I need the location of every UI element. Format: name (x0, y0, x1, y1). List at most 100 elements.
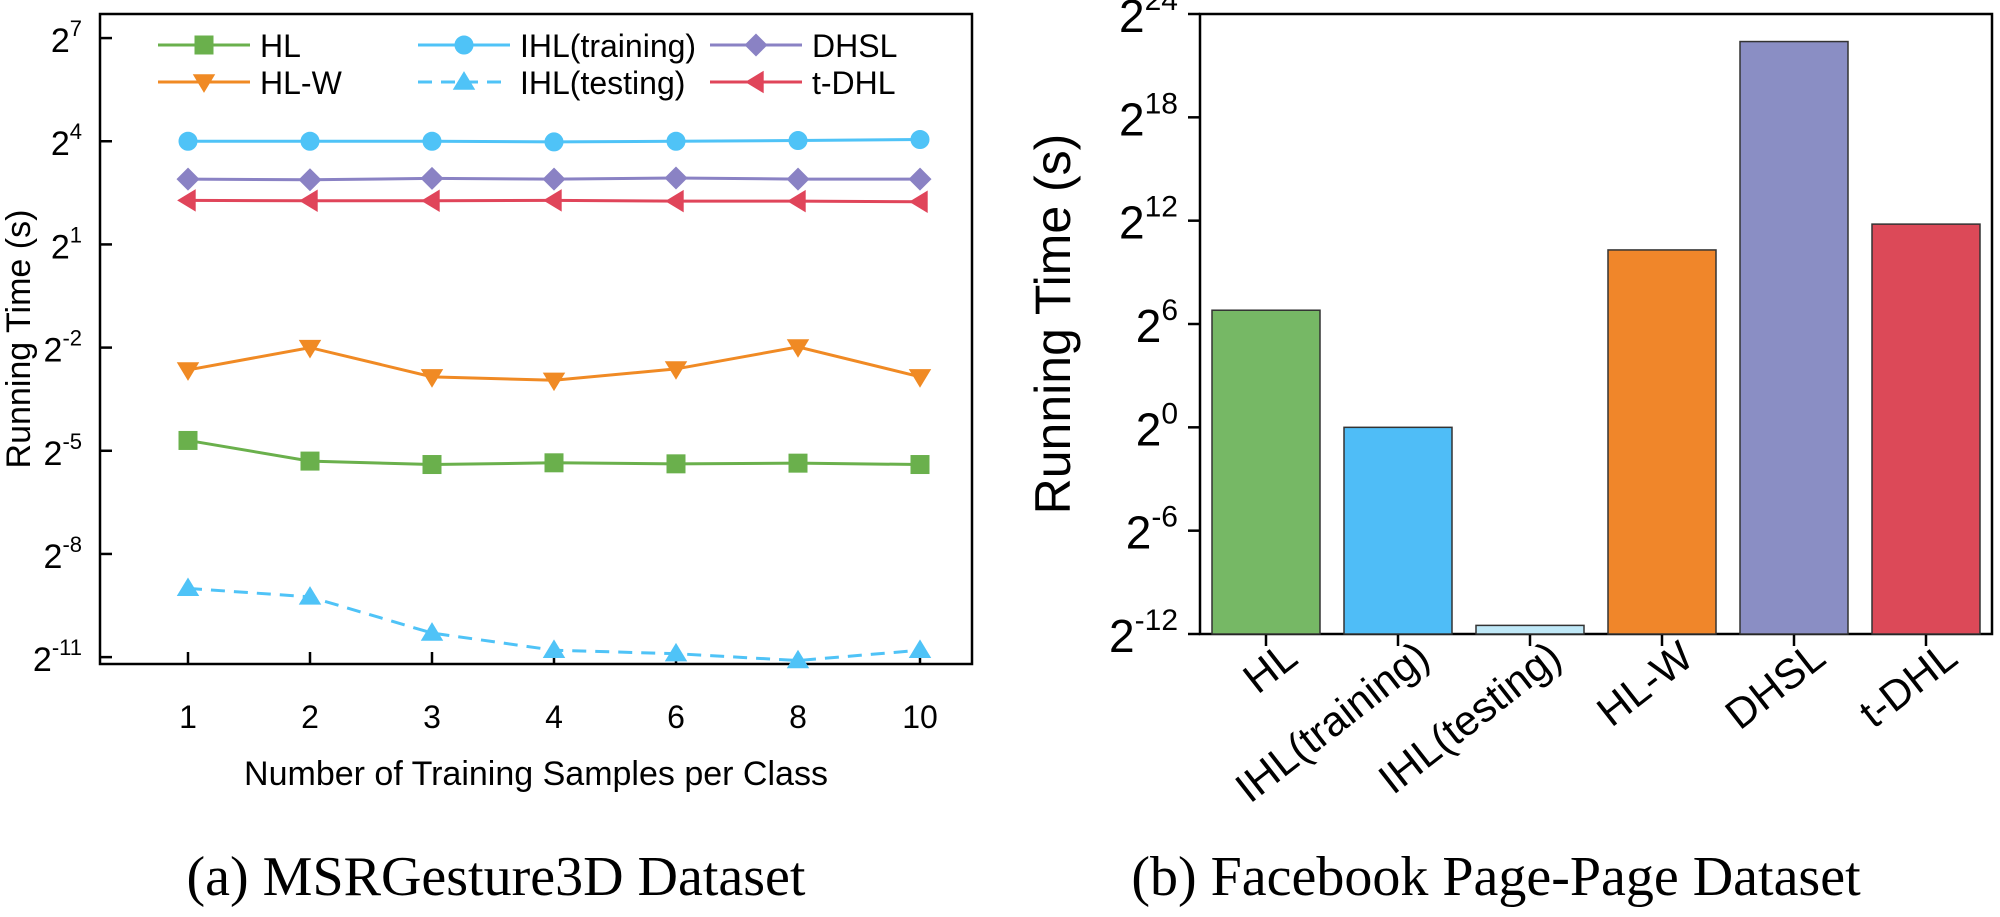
y-tick-label: 224 (1119, 0, 1178, 42)
legend-label: DHSL (812, 28, 897, 64)
legend-label: HL-W (260, 65, 343, 101)
data-point (542, 167, 566, 191)
data-point (177, 189, 196, 212)
data-point (908, 369, 932, 388)
data-point (665, 189, 684, 213)
y-axis-tick-labels-a: 27 24 21 2-2 2-5 2-8 2-11 (33, 16, 82, 679)
y-tick-label: 24 (51, 119, 82, 163)
bars-b (1211, 40, 1981, 635)
data-point (542, 372, 566, 392)
legend-entry: t-DHL (710, 65, 896, 101)
legend-entry: IHL(testing) (418, 65, 685, 101)
legend-entry: DHSL (710, 28, 897, 64)
data-point (298, 168, 322, 192)
x-tick-label: 10 (902, 699, 938, 735)
series-hl-w (176, 339, 932, 392)
data-point (909, 190, 928, 214)
series-hl (178, 430, 930, 475)
bar (1211, 309, 1321, 635)
bar (1607, 249, 1717, 635)
data-point (666, 131, 686, 151)
data-point (788, 131, 808, 151)
y-axis-tick-labels-b: 224 218 212 26 20 2-6 2-12 (1109, 0, 1178, 662)
data-point (786, 649, 810, 669)
data-point (176, 362, 200, 381)
data-point (908, 167, 932, 191)
x-tick-label: 3 (423, 699, 441, 735)
legend-a: HL IHL(training) DHSL HL-W IHL(testing) t-DHL (158, 28, 897, 101)
data-point (420, 369, 444, 388)
panel-caption-a: (a) MSRGesture3D Dataset (187, 846, 806, 908)
data-point (454, 35, 474, 55)
data-point (788, 453, 808, 473)
x-tick-label: 2 (301, 699, 319, 735)
data-point (910, 455, 930, 475)
data-point (192, 74, 216, 93)
legend-label: IHL(training) (520, 28, 696, 64)
data-point (543, 189, 562, 212)
panel-a-line-chart: 27 24 21 2-2 2-5 2-8 2-11 1 2 3 4 6 8 10 HL IHL(train… (0, 12, 974, 908)
data-point (544, 453, 564, 473)
data-point (664, 361, 688, 380)
x-tick-label: 1 (179, 699, 197, 735)
series-ihl-testing- (176, 577, 932, 669)
legend-entry: IHL(training) (418, 28, 696, 64)
series-lines-a (176, 130, 932, 669)
y-tick-label: 2-8 (44, 532, 82, 576)
data-point (422, 131, 442, 151)
data-point (544, 132, 564, 152)
y-axis-label-b: Running Time (s) (1025, 134, 1081, 515)
y-tick-label: 218 (1119, 87, 1178, 145)
data-point (176, 577, 200, 597)
data-point (178, 430, 198, 450)
y-tick-label: 212 (1119, 191, 1178, 249)
y-tick-label: 2-6 (1126, 501, 1178, 559)
x-tick-label: DHSL (1716, 632, 1833, 738)
y-tick-label: 2-5 (44, 429, 82, 473)
y-tick-label: 2-12 (1109, 604, 1178, 662)
series-t-dhl (177, 189, 928, 214)
bar (1871, 223, 1981, 635)
data-point (421, 189, 440, 212)
bar (1343, 426, 1453, 635)
data-point (542, 639, 566, 658)
bar (1475, 624, 1585, 635)
y-axis-label-a: Running Time (s) (0, 210, 38, 469)
data-point (745, 70, 764, 94)
y-tick-label: 26 (1136, 294, 1178, 352)
x-tick-label: HL-W (1588, 632, 1702, 735)
bar (1739, 40, 1849, 635)
y-tick-label: 27 (51, 16, 82, 60)
data-point (176, 167, 200, 191)
legend-label: IHL(testing) (520, 65, 685, 101)
data-point (298, 586, 322, 605)
data-point (744, 33, 768, 57)
x-axis-tick-labels-a: 1 2 3 4 6 8 10 (179, 699, 938, 735)
data-point (178, 131, 198, 151)
data-point (910, 130, 930, 150)
y-tick-label: 21 (51, 222, 82, 266)
data-point (298, 339, 322, 359)
data-point (422, 455, 442, 475)
y-tick-label: 2-11 (33, 635, 82, 679)
data-point (786, 339, 810, 358)
data-point (299, 189, 318, 212)
legend-entry: HL-W (158, 65, 343, 101)
legend-label: t-DHL (812, 65, 896, 101)
data-point (664, 166, 688, 190)
data-point (664, 642, 688, 662)
y-tick-label: 2-2 (44, 326, 82, 370)
x-tick-label: 8 (789, 699, 807, 735)
x-tick-label: 6 (667, 699, 685, 735)
x-tick-label: HL (1234, 632, 1305, 702)
x-axis-label-a: Number of Training Samples per Class (244, 755, 828, 793)
data-point (452, 71, 476, 90)
data-point (908, 639, 932, 658)
data-point (787, 189, 806, 213)
series-ihl-training- (178, 130, 930, 152)
data-point (194, 35, 214, 55)
plot-frame-a (98, 12, 974, 666)
legend-entry: HL (158, 28, 301, 64)
